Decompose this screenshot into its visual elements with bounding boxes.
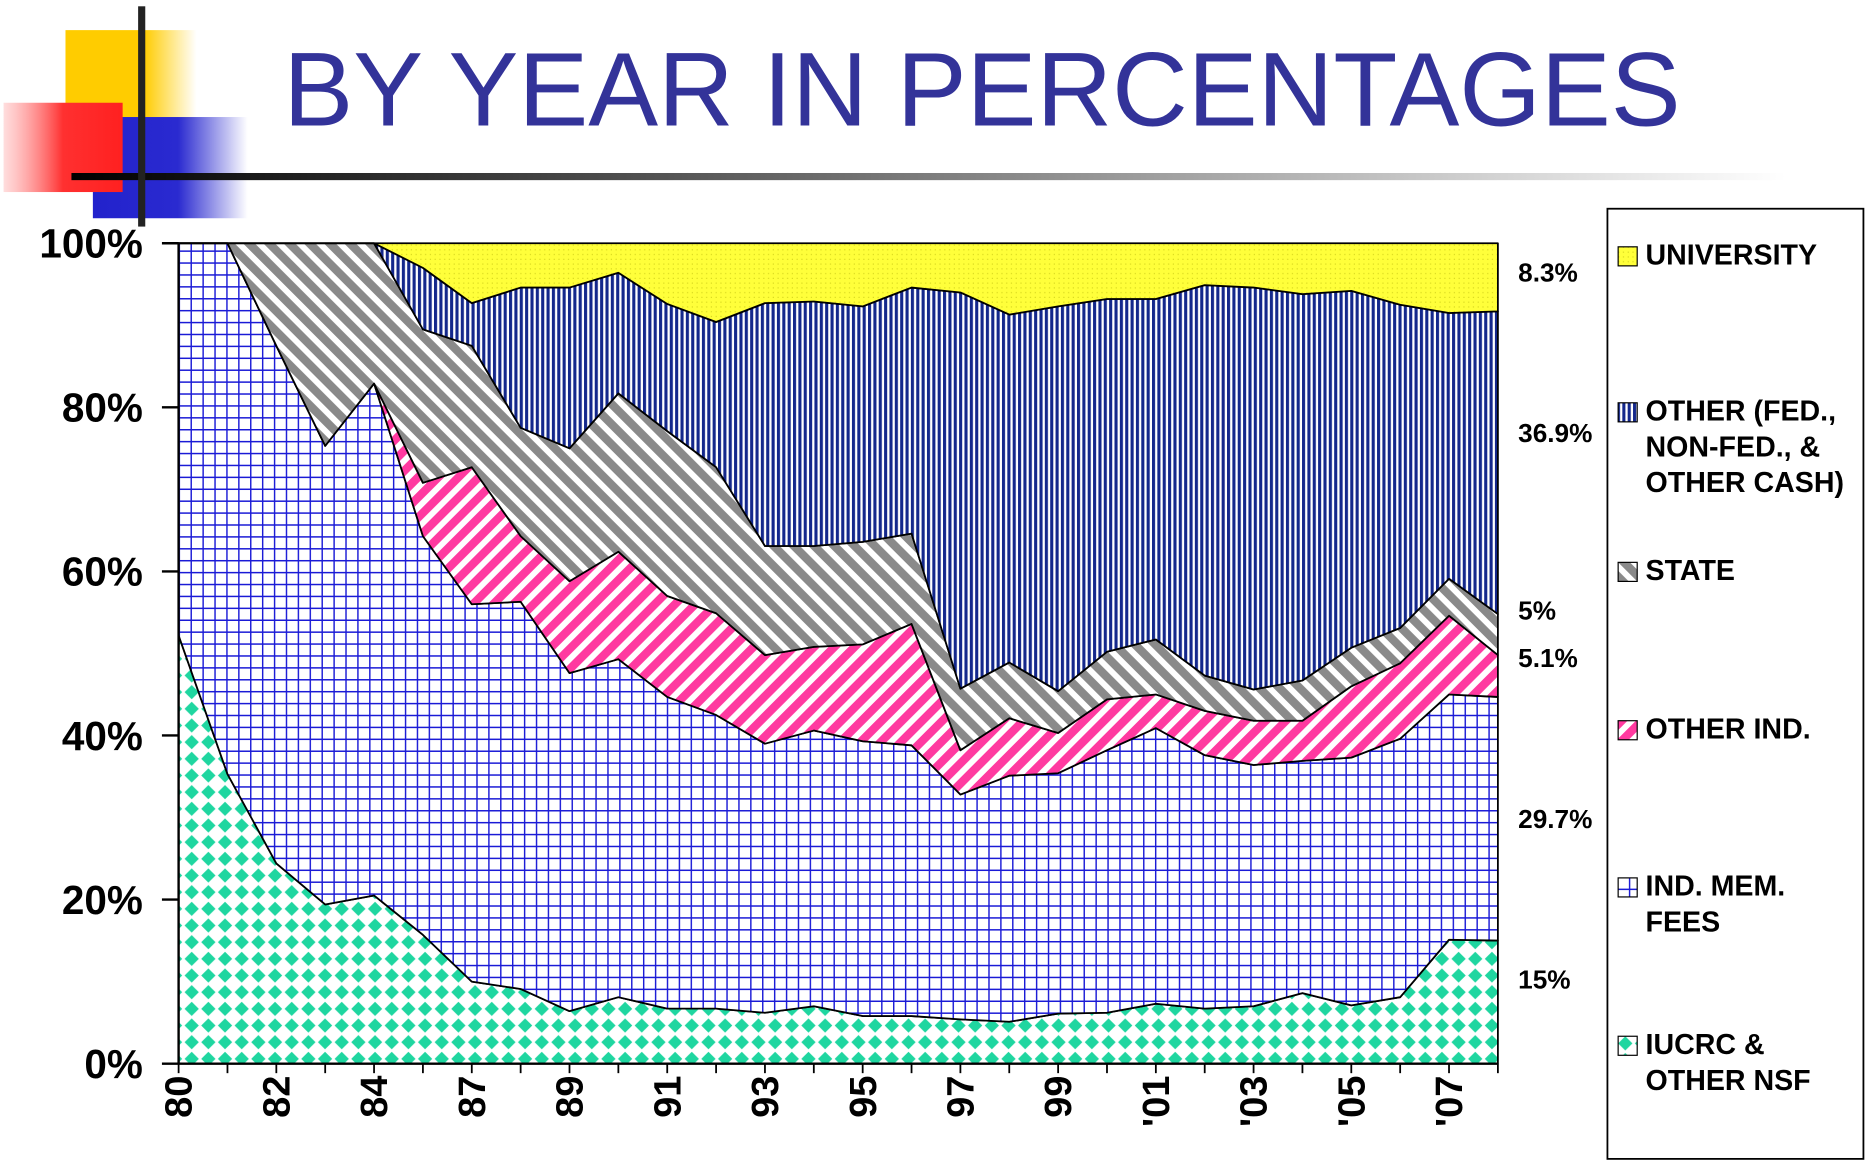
value-label: 36.9% — [1518, 418, 1592, 448]
legend-swatch-fill — [1618, 562, 1637, 581]
x-tick-label: '07 — [1429, 1076, 1471, 1127]
x-tick-label: 93 — [745, 1076, 787, 1118]
legend-swatch-fill — [1618, 878, 1637, 897]
y-tick-label: 100% — [39, 221, 143, 267]
x-tick-label: 99 — [1038, 1076, 1080, 1118]
legend-swatch — [1617, 561, 1638, 582]
legend-label: OTHER (FED., NON-FED., & OTHER CASH) — [1646, 394, 1863, 501]
plot-area: 0% 20% 40% 60% 80% 100% 80 82 84 87 89 91 93 95 97 99 '0… — [39, 221, 1592, 1127]
legend-swatch — [1617, 246, 1638, 267]
legend-swatch-fill — [1618, 247, 1637, 266]
legend-label: UNIVERSITY — [1646, 238, 1863, 274]
x-tick-label: '05 — [1331, 1076, 1373, 1127]
chart: BY YEAR IN PERCENTAGES 0% 20% 40% 60% 80% 100… — [0, 0, 1867, 1164]
legend-swatch — [1617, 877, 1638, 898]
chart-title: BY YEAR IN PERCENTAGES — [283, 31, 1680, 148]
page: {"chart_data": { "type": "stacked-area",… — [0, 0, 1867, 1164]
legend-body: IUCRC & OTHER NSF IND. MEM. FEES OTHER IND… — [1607, 209, 1863, 1159]
legend-swatch — [1617, 402, 1638, 423]
legend-label: STATE — [1646, 554, 1863, 590]
x-tick-label: '01 — [1136, 1076, 1178, 1127]
x-tick-label: 95 — [843, 1076, 885, 1118]
x-tick-label: 97 — [940, 1076, 982, 1118]
value-label: 15% — [1518, 965, 1570, 995]
x-tick-label: 89 — [550, 1076, 592, 1118]
x-tick-label: '03 — [1234, 1076, 1276, 1127]
legend-swatch — [1617, 720, 1638, 741]
legend-swatch-fill — [1618, 721, 1637, 740]
y-tick-label: 0% — [84, 1041, 143, 1087]
legend-swatch — [1617, 1035, 1638, 1056]
value-label: 8.3% — [1518, 257, 1578, 287]
legend-label: OTHER IND. — [1646, 712, 1863, 748]
y-tick-label: 20% — [62, 877, 143, 923]
x-tick-label: 87 — [452, 1076, 494, 1118]
legend-label: IUCRC & OTHER NSF — [1646, 1028, 1863, 1099]
x-tick-label: 80 — [159, 1076, 201, 1118]
y-tick-label: 80% — [62, 385, 143, 431]
value-label: 5.1% — [1518, 643, 1578, 673]
value-label: 29.7% — [1518, 804, 1592, 834]
y-tick-label: 40% — [62, 713, 143, 759]
value-label: 5% — [1518, 596, 1556, 626]
x-tick-label: 91 — [647, 1076, 689, 1118]
x-tick-label: 84 — [354, 1076, 396, 1118]
legend-swatch-fill — [1618, 1036, 1637, 1055]
legend-swatch-fill — [1618, 403, 1637, 422]
x-tick-label: 82 — [256, 1076, 298, 1118]
legend-label: IND. MEM. FEES — [1646, 870, 1863, 941]
y-tick-label: 60% — [62, 549, 143, 595]
legend: IUCRC & OTHER NSF IND. MEM. FEES OTHER IND… — [1607, 209, 1863, 1159]
